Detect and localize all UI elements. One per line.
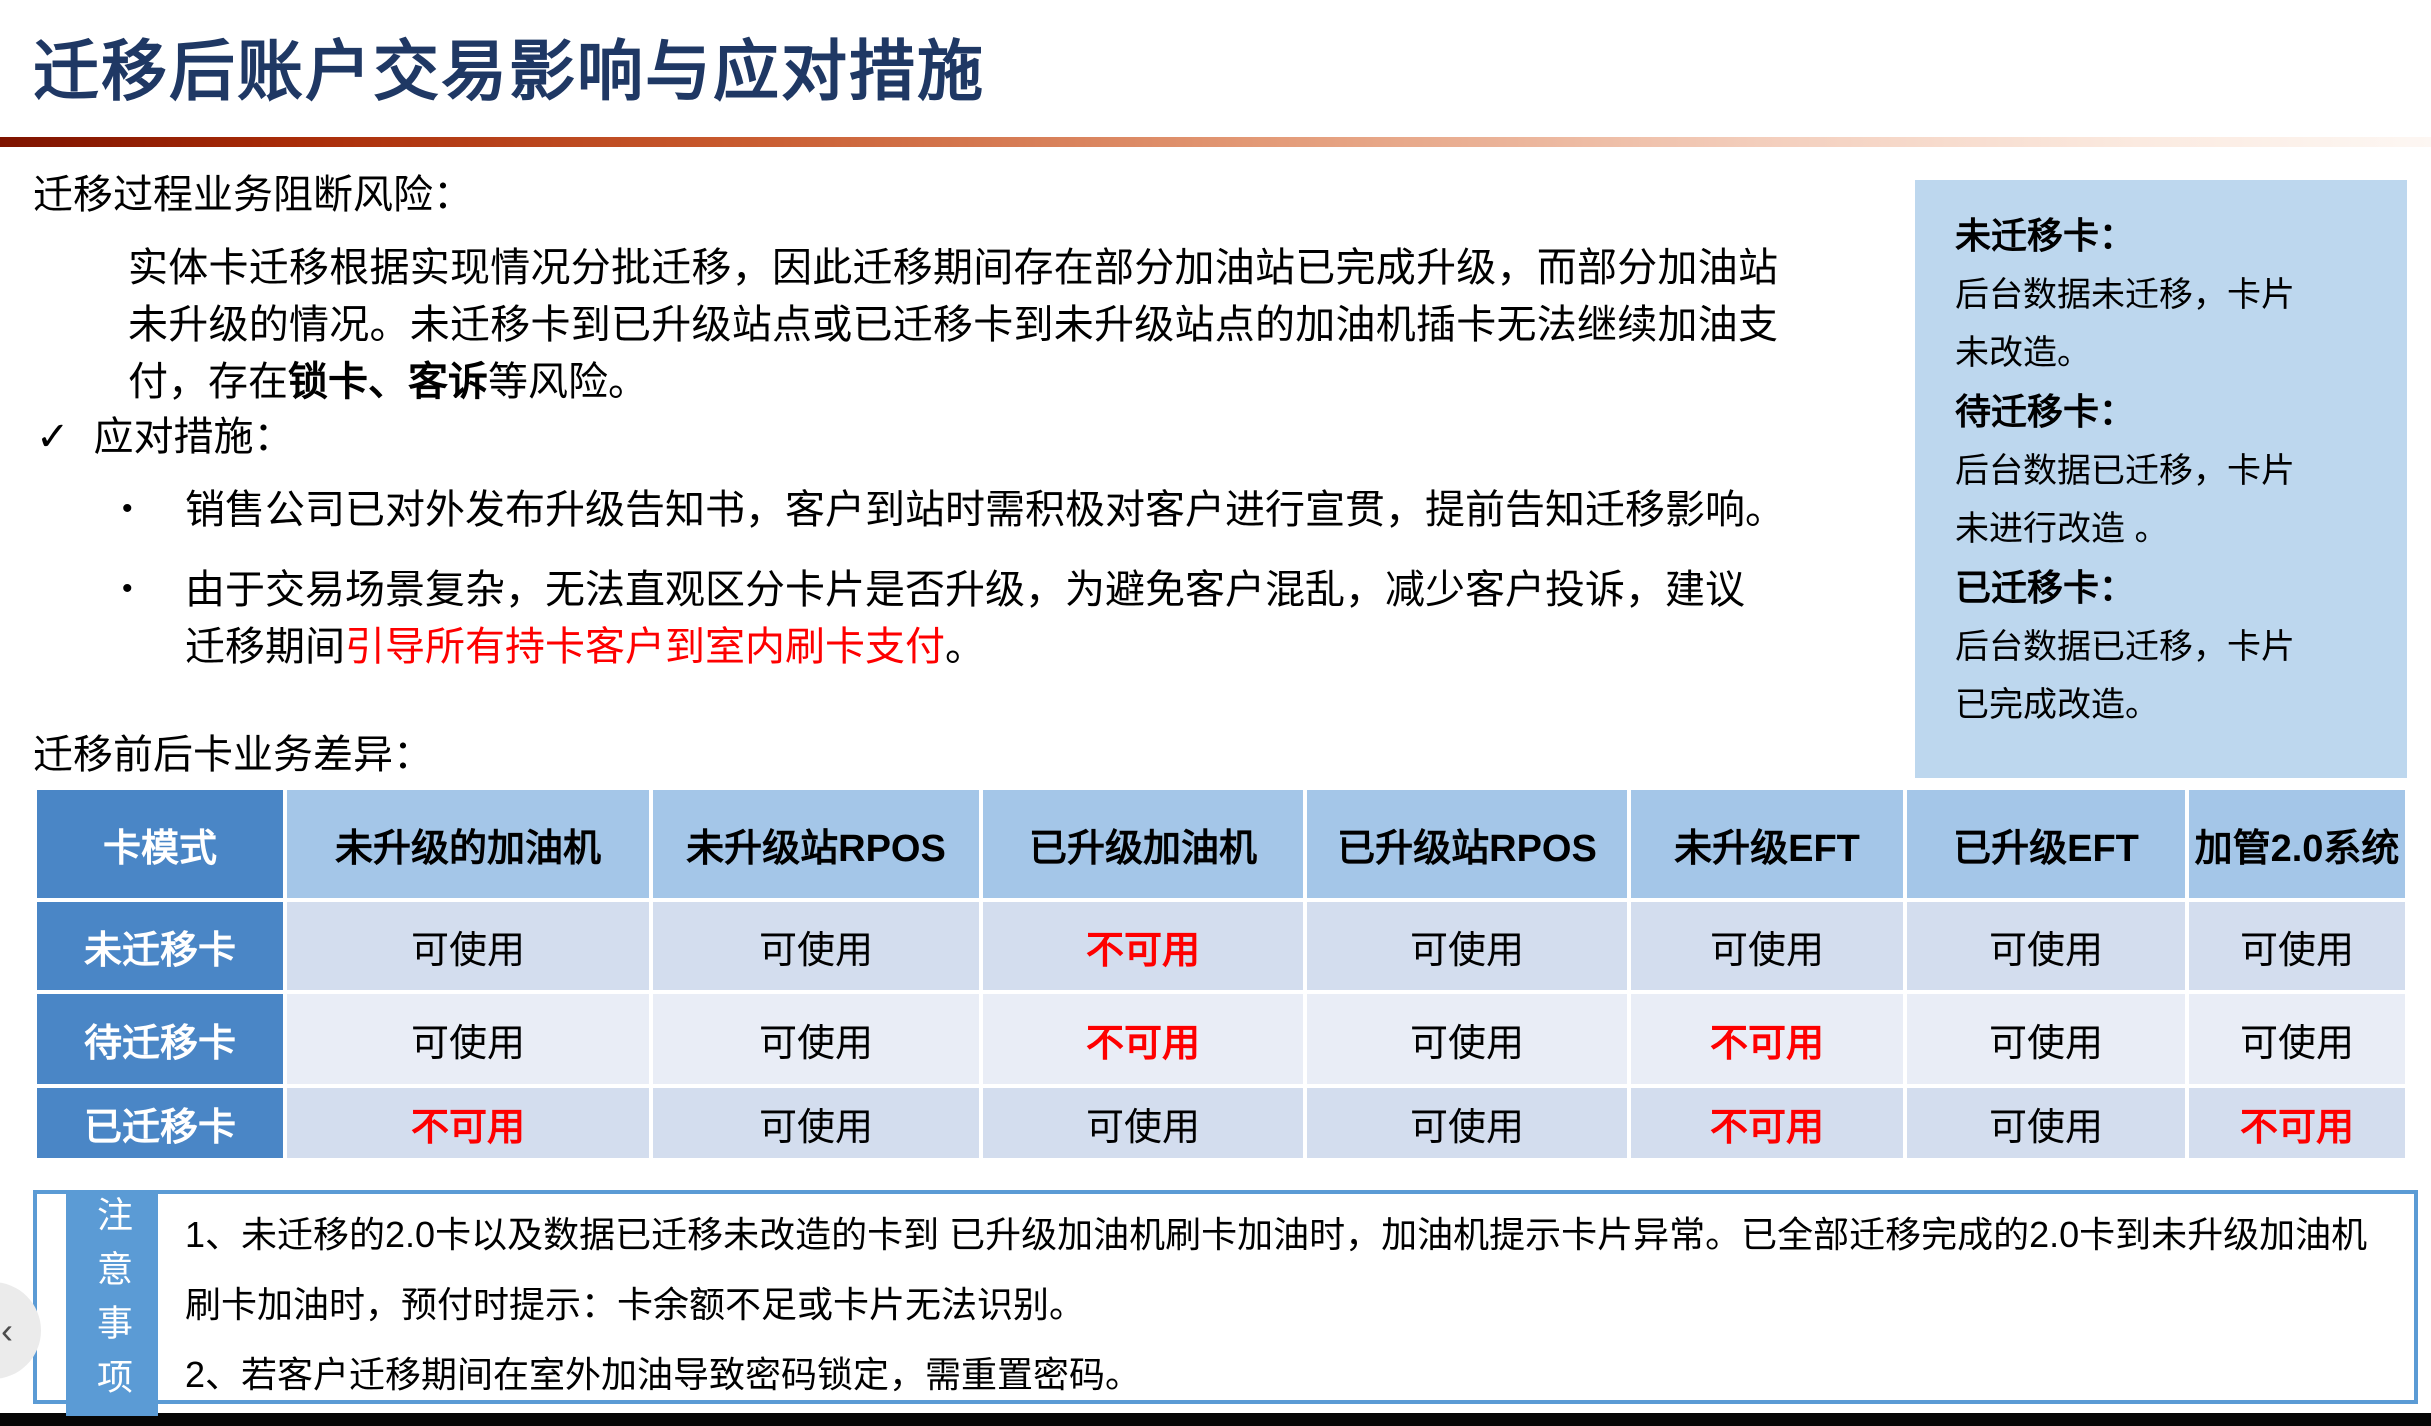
table-cell: 不可用 (979, 898, 1307, 994)
note-item-1: 1、未迁移的2.0卡以及数据已迁移未改造的卡到 已升级加油机刷卡加油时，加油机提… (185, 1214, 2368, 1325)
measure-bullet-2-highlight: 引导所有持卡客户到室内刷卡支付 (345, 625, 945, 669)
definition-line: 未改造。 (1955, 334, 2091, 372)
column-header: 卡模式 (33, 786, 287, 902)
table-cell: 可使用 (649, 1084, 983, 1162)
bullet-icon: • (122, 492, 133, 525)
measures-heading: ✓ 应对措施： (36, 404, 294, 462)
table-cell: 不可用 (979, 990, 1307, 1088)
bullet-icon: • (122, 572, 133, 605)
row-label: 未迁移卡 (33, 898, 287, 994)
table-row: 未迁移卡 可使用 可使用 不可用 可使用 可使用 可使用 可使用 (33, 898, 2409, 994)
definition-term: 未迁移卡： (1955, 215, 2136, 256)
measures-heading-label: 应对措施： (93, 415, 294, 459)
table-row: 已迁移卡 不可用 可使用 可使用 可使用 不可用 可使用 不可用 (33, 1084, 2409, 1162)
row-label: 已迁移卡 (33, 1084, 287, 1162)
definition-line: 后台数据未迁移，卡片 (1955, 276, 2295, 314)
column-header: 已升级加油机 (979, 786, 1307, 902)
column-header: 未升级EFT (1627, 786, 1907, 902)
notes-label: 注意事项 (66, 1192, 158, 1416)
table-cell: 可使用 (1903, 990, 2189, 1088)
definition-line: 后台数据已迁移，卡片 (1955, 452, 2295, 490)
table-row: 待迁移卡 可使用 可使用 不可用 可使用 不可用 可使用 可使用 (33, 990, 2409, 1088)
measure-bullet-1: 销售公司已对外发布升级告知书，客户到站时需积极对客户进行宣贯，提前告知迁移影响。 (185, 488, 1785, 532)
row-label: 待迁移卡 (33, 990, 287, 1088)
table-caption: 迁移前后卡业务差异： (33, 733, 433, 777)
table-cell: 可使用 (2185, 990, 2409, 1088)
notes-text: 1、未迁移的2.0卡以及数据已迁移未改造的卡到 已升级加油机刷卡加油时，加油机提… (185, 1200, 2397, 1410)
table-cell: 可使用 (2185, 898, 2409, 994)
risk-paragraph-bold: 锁卡、客诉 (288, 360, 488, 404)
risk-paragraph-tail: 等风险。 (488, 360, 648, 404)
chevron-left-icon[interactable]: ‹ (1, 1310, 13, 1351)
definition-term: 待迁移卡： (1955, 391, 2136, 432)
table-cell: 可使用 (1303, 898, 1631, 994)
table-cell: 可使用 (649, 898, 983, 994)
table-cell: 可使用 (1903, 898, 2189, 994)
table-cell: 可使用 (1627, 898, 1907, 994)
column-header: 已升级站RPOS (1303, 786, 1631, 902)
definition-line: 已完成改造。 (1955, 686, 2159, 724)
definition-line: 未进行改造 。 (1955, 510, 2169, 548)
table-cell: 可使用 (1903, 1084, 2189, 1162)
card-impact-table: 卡模式 未升级的加油机 未升级站RPOS 已升级加油机 已升级站RPOS 未升级… (33, 786, 2409, 1162)
table-cell: 不可用 (1627, 1084, 1907, 1162)
risk-paragraph-text: 实体卡迁移根据实现情况分批迁移，因此迁移期间存在部分加油站已完成升级，而部分加油… (128, 246, 1778, 404)
measure-bullet-2-tail: 。 (945, 625, 985, 669)
table-cell: 不可用 (2185, 1084, 2409, 1162)
table-cell: 可使用 (283, 898, 653, 994)
footer-bar (0, 1413, 2431, 1426)
page-title: 迁移后账户交易影响与应对措施 (33, 34, 985, 108)
note-item-2: 2、若客户迁移期间在室外加油导致密码锁定，需重置密码。 (185, 1354, 1142, 1395)
measure-bullet-2: 由于交易场景复杂，无法直观区分卡片是否升级，为避免客户混乱，减少客户投诉，建议迁… (185, 562, 1755, 676)
checkmark-icon: ✓ (36, 415, 70, 459)
risk-paragraph: 实体卡迁移根据实现情况分批迁移，因此迁移期间存在部分加油站已完成升级，而部分加油… (128, 240, 1778, 411)
table-cell: 可使用 (1303, 990, 1631, 1088)
definition-term: 已迁移卡： (1955, 567, 2136, 608)
table-cell: 可使用 (283, 990, 653, 1088)
card-definitions-panel: 未迁移卡： 后台数据未迁移，卡片 未改造。 待迁移卡： 后台数据已迁移，卡片 未… (1915, 180, 2407, 778)
table-cell: 可使用 (979, 1084, 1307, 1162)
table-header-row: 卡模式 未升级的加油机 未升级站RPOS 已升级加油机 已升级站RPOS 未升级… (33, 786, 2409, 902)
risk-section-heading: 迁移过程业务阻断风险： (33, 173, 473, 217)
table-cell: 不可用 (1627, 990, 1907, 1088)
table-cell: 可使用 (649, 990, 983, 1088)
column-header: 加管2.0系统 (2185, 786, 2409, 902)
table-cell: 不可用 (283, 1084, 653, 1162)
column-header: 未升级站RPOS (649, 786, 983, 902)
notes-label-text: 注意事项 (92, 1196, 133, 1412)
title-divider-line (0, 137, 2431, 147)
definition-line: 后台数据已迁移，卡片 (1955, 628, 2295, 666)
column-header: 已升级EFT (1903, 786, 2189, 902)
table-cell: 可使用 (1303, 1084, 1631, 1162)
column-header: 未升级的加油机 (283, 786, 653, 902)
measure-bullet-2-text: 由于交易场景复杂，无法直观区分卡片是否升级，为避免客户混乱，减少客户投诉，建议迁… (185, 568, 1745, 669)
notes-panel (33, 1190, 2418, 1404)
